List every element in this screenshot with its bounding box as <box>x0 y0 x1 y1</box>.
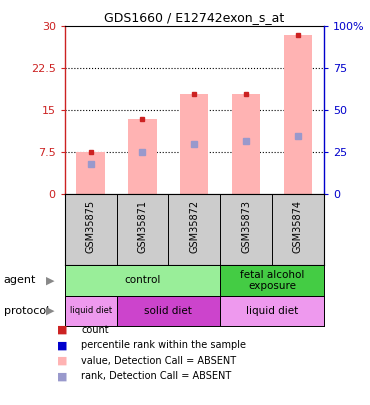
Text: GSM35874: GSM35874 <box>293 200 303 253</box>
Text: ■: ■ <box>57 341 68 350</box>
Text: ▶: ▶ <box>46 275 54 286</box>
Text: ■: ■ <box>57 371 68 381</box>
Bar <box>65 265 220 296</box>
Text: count: count <box>81 325 109 335</box>
Bar <box>284 35 312 194</box>
Bar <box>220 265 324 296</box>
Text: value, Detection Call = ABSENT: value, Detection Call = ABSENT <box>81 356 236 366</box>
Bar <box>65 296 117 326</box>
Text: ■: ■ <box>57 325 68 335</box>
Text: ▶: ▶ <box>46 306 54 316</box>
Text: liquid diet: liquid diet <box>246 306 298 316</box>
Text: GSM35871: GSM35871 <box>137 200 148 253</box>
Text: percentile rank within the sample: percentile rank within the sample <box>81 341 246 350</box>
Text: GSM35872: GSM35872 <box>189 200 199 253</box>
Text: ■: ■ <box>57 356 68 366</box>
Bar <box>77 152 105 194</box>
Text: rank, Detection Call = ABSENT: rank, Detection Call = ABSENT <box>81 371 232 381</box>
Text: protocol: protocol <box>4 306 49 316</box>
Bar <box>220 296 324 326</box>
Bar <box>232 94 260 194</box>
Text: agent: agent <box>4 275 36 286</box>
Text: liquid diet: liquid diet <box>70 306 112 315</box>
Text: fetal alcohol
exposure: fetal alcohol exposure <box>240 270 304 291</box>
Bar <box>128 119 157 194</box>
Bar <box>117 296 220 326</box>
Text: control: control <box>124 275 161 286</box>
Text: solid diet: solid diet <box>144 306 192 316</box>
Bar <box>180 94 209 194</box>
Text: GSM35873: GSM35873 <box>241 200 251 253</box>
Title: GDS1660 / E12742exon_s_at: GDS1660 / E12742exon_s_at <box>104 11 285 24</box>
Text: GSM35875: GSM35875 <box>85 200 96 253</box>
